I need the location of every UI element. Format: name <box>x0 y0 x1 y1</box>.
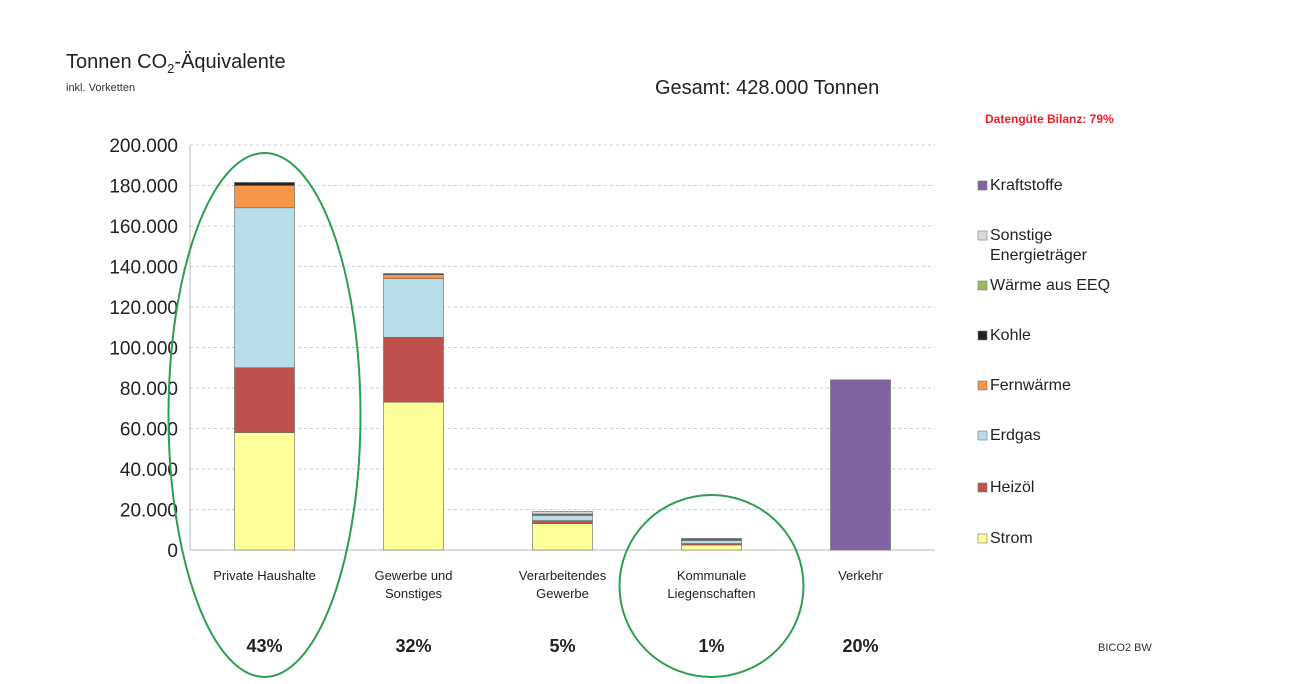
legend-swatch <box>977 180 988 191</box>
legend-label: Fernwärme <box>990 377 1071 394</box>
bar-segment <box>681 540 742 544</box>
legend-swatch <box>977 482 988 493</box>
bar-segment <box>532 515 593 521</box>
bar-segment <box>681 544 742 551</box>
total-label: Gesamt: 428.000 Tonnen <box>655 77 879 99</box>
bar-segment <box>383 278 444 338</box>
bar-segment <box>234 182 295 186</box>
y-tick-label: 180.000 <box>109 177 178 198</box>
legend-label: Strom <box>990 530 1033 547</box>
category-label: Liegenschaften <box>667 586 755 601</box>
bar-segment <box>234 367 295 433</box>
y-tick-label: 200.000 <box>109 136 178 157</box>
bar-segment <box>532 511 593 515</box>
chart-subtitle: inkl. Vorketten <box>66 82 135 94</box>
legend-swatch <box>977 330 988 341</box>
legend-label: Energieträger <box>990 247 1088 264</box>
category-percent: 32% <box>395 636 431 656</box>
y-tick-label: 0 <box>167 541 178 562</box>
category-label: Private Haushalte <box>213 568 316 583</box>
bar-segment <box>234 185 295 209</box>
legend-swatch <box>977 430 988 441</box>
bar-segment <box>532 523 593 551</box>
y-tick-label: 100.000 <box>109 339 178 360</box>
x-axis-categories: Private Haushalte 43% Gewerbe und Sonstiges… <box>213 568 883 656</box>
bar-segment <box>383 337 444 403</box>
source-label: BICO2 BW <box>1098 642 1152 654</box>
highlight-ellipses <box>167 152 805 678</box>
y-tick-label: 20.000 <box>120 501 178 522</box>
data-quality-label: Datengüte Bilanz: 79% <box>985 112 1114 126</box>
legend-swatch <box>977 380 988 391</box>
legend-label: Heizöl <box>990 479 1034 496</box>
legend-label: Kohle <box>990 327 1031 344</box>
bar-segment <box>830 379 891 551</box>
y-tick-label: 60.000 <box>120 420 178 441</box>
y-tick-label: 140.000 <box>109 258 178 279</box>
legend-swatch <box>977 280 988 291</box>
category-label: Gewerbe und <box>374 568 452 583</box>
legend-label: Sonstige <box>990 227 1052 244</box>
bar-segment <box>234 207 295 369</box>
bar-segment <box>383 273 444 275</box>
bar-segment <box>681 538 742 540</box>
category-percent: 5% <box>549 636 575 656</box>
category-label: Kommunale <box>677 568 746 583</box>
y-tick-label: 80.000 <box>120 379 178 400</box>
highlight-ellipse <box>618 494 805 678</box>
category-percent: 1% <box>698 636 724 656</box>
category-label: Verkehr <box>838 568 883 583</box>
legend-swatch <box>977 533 988 544</box>
y-tick-label: 120.000 <box>109 298 178 319</box>
category-label: Gewerbe <box>536 586 589 601</box>
bars <box>234 182 891 551</box>
chart-title: Tonnen CO2-Äquivalente <box>66 51 286 76</box>
legend-label: Wärme aus EEQ <box>990 277 1110 294</box>
category-label: Sonstiges <box>385 586 443 601</box>
y-axis-ticks: 0 20.000 40.000 60.000 80.000 100.000 120.000 1… <box>109 136 178 562</box>
category-label: Verarbeitendes <box>519 568 607 583</box>
legend-label: Erdgas <box>990 427 1041 444</box>
gridlines <box>189 144 935 551</box>
bar-segment <box>532 520 593 524</box>
legend: Kraftstoffe Sonstige Energieträger Wärme au… <box>977 177 1110 547</box>
y-tick-label: 160.000 <box>109 217 178 238</box>
category-percent: 20% <box>842 636 878 656</box>
bar-segment <box>234 432 295 551</box>
legend-swatch <box>977 230 988 241</box>
highlight-ellipse <box>167 152 362 678</box>
legend-label: Kraftstoffe <box>990 177 1063 194</box>
bar-segment <box>383 401 444 551</box>
category-percent: 43% <box>246 636 282 656</box>
bar-segment <box>383 274 444 279</box>
y-tick-label: 40.000 <box>120 460 178 481</box>
